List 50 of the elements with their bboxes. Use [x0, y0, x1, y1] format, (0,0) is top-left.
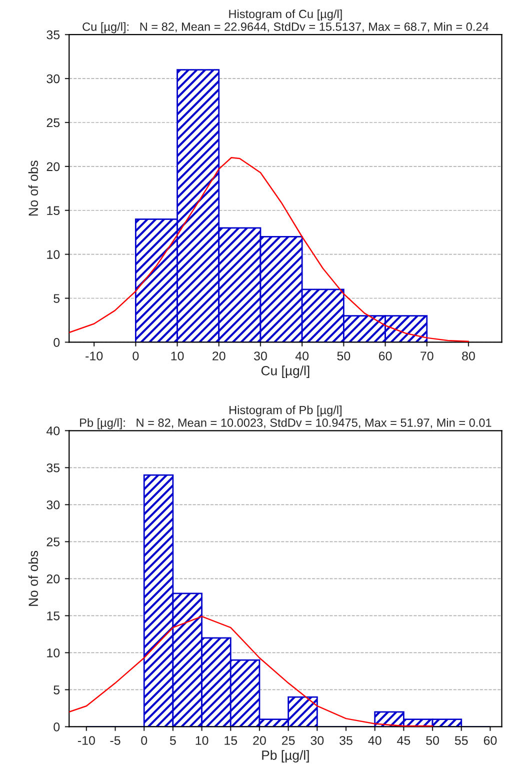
- x-tick-label: 10: [171, 352, 184, 360]
- x-tick-label: -10: [86, 352, 103, 360]
- y-tick-label: 40: [46, 426, 60, 436]
- y-tick-label: 20: [46, 574, 60, 584]
- x-tick-label: 30: [254, 352, 267, 360]
- chart-title: Histogram of Cu [µg/l]: [229, 9, 342, 20]
- y-tick-label: 0: [54, 338, 60, 347]
- y-tick-label: 20: [46, 162, 60, 172]
- x-tick-label: 35: [340, 736, 352, 745]
- y-tick-label: 5: [54, 294, 60, 303]
- x-tick-label: 0: [141, 736, 148, 745]
- y-tick-label: 25: [46, 537, 60, 546]
- y-axis-title: No of obs: [28, 550, 38, 606]
- x-tick-label: 40: [368, 736, 382, 745]
- x-tick-label: 45: [397, 736, 410, 745]
- x-tick-label: 60: [484, 736, 497, 745]
- y-tick-label: 10: [47, 648, 60, 658]
- y-tick-label: 5: [54, 686, 60, 694]
- y-tick-label: 35: [46, 463, 60, 472]
- x-tick-label: 5: [170, 736, 176, 745]
- y-tick-label: 0: [54, 722, 60, 732]
- y-tick-label: 15: [47, 206, 60, 216]
- x-tick-label: 0: [132, 352, 139, 360]
- x-tick-label: 70: [420, 352, 434, 360]
- x-tick-label: 20: [253, 736, 266, 745]
- x-tick-label: 10: [196, 736, 208, 745]
- x-tick-label: 30: [310, 736, 324, 745]
- x-tick-label: 80: [462, 352, 475, 360]
- y-axis-title: No of obs: [28, 160, 38, 216]
- x-tick-label: 40: [295, 352, 309, 360]
- chart-title: Histogram of Pb [µg/l]: [230, 406, 342, 417]
- x-tick-label: 55: [454, 736, 468, 745]
- x-tick-label: 20: [212, 352, 226, 360]
- x-tick-label: 50: [426, 736, 439, 745]
- x-tick-label: 15: [224, 736, 238, 745]
- y-tick-label: 30: [46, 500, 60, 510]
- y-tick-label: 35: [46, 30, 60, 40]
- x-axis-title: Pb [µg/l]: [262, 750, 309, 762]
- x-tick-label: -5: [110, 736, 120, 745]
- y-tick-label: 10: [47, 250, 60, 259]
- x-tick-label: 25: [282, 736, 295, 745]
- x-tick-label: 60: [378, 352, 392, 360]
- chart-subtitle: Pb [µg/l]: N = 82, Mean = 10.0023, StdDv = 10.9475, Max = 51.97, Min = 0.01: [80, 418, 492, 430]
- chart-subtitle: Cu [µg/l]: N = 82, Mean = 22.9644, StdDv = 15.5137, Max = 68.7, Min = 0.24: [82, 22, 489, 34]
- x-tick-label: 50: [337, 352, 350, 360]
- y-tick-label: 15: [47, 612, 60, 620]
- x-tick-label: -10: [78, 736, 95, 745]
- y-tick-label: 30: [46, 74, 60, 84]
- x-axis-title: Cu [µg/l]: [261, 366, 310, 378]
- y-tick-label: 25: [46, 118, 60, 128]
